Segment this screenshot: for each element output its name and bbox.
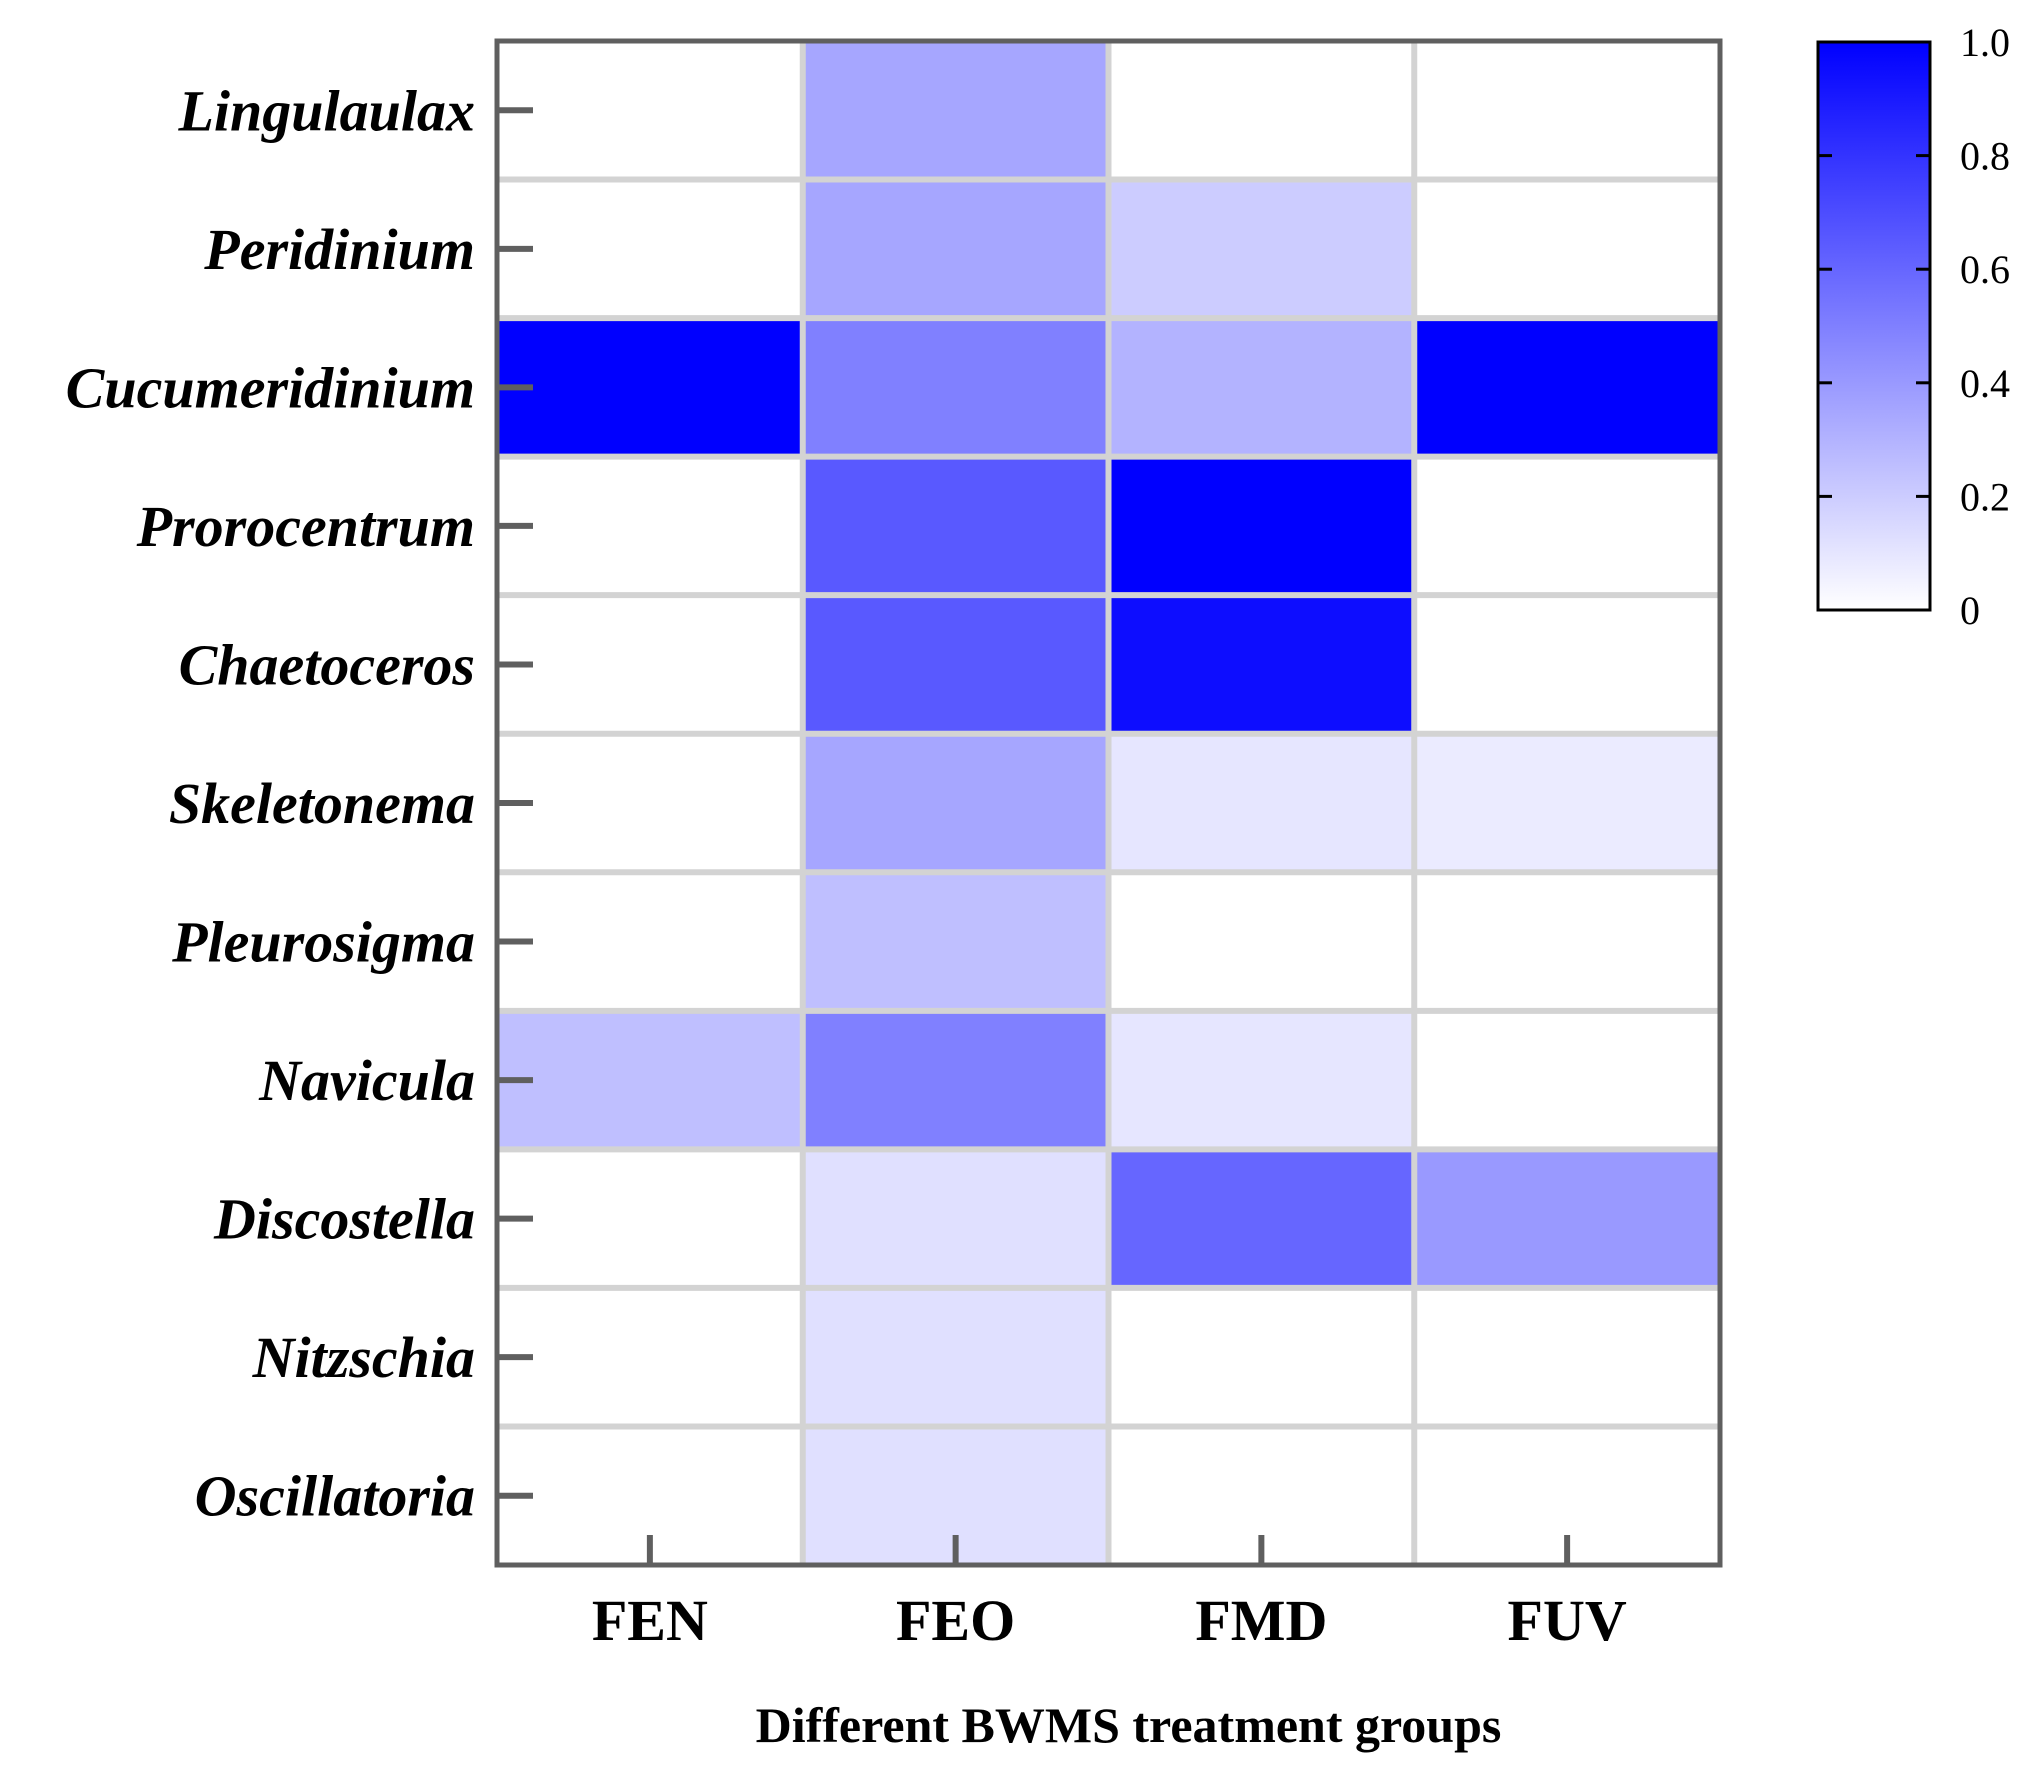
x-axis-labels: FEN FEO FMD FUV — [592, 1588, 1627, 1653]
heatmap-cell — [497, 595, 803, 734]
heatmap-cell — [1108, 1287, 1415, 1427]
y-tick-label: Cucumeridinium — [66, 355, 475, 420]
heatmap-cell — [802, 179, 1109, 319]
x-tick-label: FEO — [896, 1588, 1015, 1653]
x-axis-ticks — [646, 1535, 1571, 1565]
y-axis-labels: Lingulaulax Peridinium Cucumeridinium Proro… — [66, 78, 475, 1528]
x-tick-label: FEN — [592, 1588, 708, 1653]
heatmap-cell — [1414, 872, 1720, 1011]
heatmap-cell — [1414, 318, 1720, 457]
heatmap-cells — [497, 41, 1720, 1565]
colorbar-tick-label: 0.4 — [1960, 361, 2010, 406]
y-tick-label: Peridinium — [203, 217, 475, 282]
x-axis-title: Different BWMS treatment groups — [756, 1697, 1502, 1753]
colorbar: 0 0.2 0.4 0.6 0.8 1.0 — [1816, 20, 2010, 633]
y-tick-label: Oscillatoria — [195, 1464, 475, 1529]
heatmap-cell — [497, 41, 803, 180]
heatmap-cell — [802, 872, 1109, 1011]
heatmap-cell — [497, 318, 803, 457]
heatmap-cell — [1414, 1287, 1720, 1427]
heatmap-cell — [1414, 1149, 1720, 1288]
heatmap-cell — [497, 1149, 803, 1288]
colorbar-gradient — [1816, 40, 1932, 612]
heatmap-cell — [802, 456, 1109, 596]
heatmap-cell — [1108, 318, 1415, 457]
y-tick-label: Pleurosigma — [171, 910, 475, 975]
heatmap-cell — [802, 318, 1109, 457]
heatmap-cell — [802, 733, 1109, 873]
x-tick-label: FMD — [1195, 1588, 1327, 1653]
y-tick-label: Lingulaulax — [177, 78, 475, 143]
heatmap-cell — [1108, 1149, 1415, 1288]
heatmap-cell — [802, 595, 1109, 734]
colorbar-tick-label: 0 — [1960, 588, 1980, 633]
colorbar-tick-label: 0.8 — [1960, 134, 2010, 179]
y-tick-label: Navicula — [258, 1048, 475, 1113]
heatmap-cell — [802, 1149, 1109, 1288]
cell-grid — [497, 41, 1720, 1565]
heatmap-cell — [1414, 733, 1720, 873]
y-tick-label: Skeletonema — [169, 771, 475, 836]
y-axis-ticks — [497, 107, 533, 1499]
colorbar-tick-label: 0.2 — [1960, 474, 2010, 519]
colorbar-tick-label: 0.6 — [1960, 247, 2010, 292]
heatmap-cell — [1414, 179, 1720, 319]
heatmap-cell — [497, 1287, 803, 1427]
y-tick-label: Prorocentrum — [136, 494, 475, 559]
heatmap-cell — [1414, 41, 1720, 180]
heatmap-cell — [1108, 733, 1415, 873]
heatmap-cell — [1108, 1010, 1415, 1150]
y-tick-label: Nitzschia — [252, 1325, 475, 1390]
heatmap-cell — [497, 179, 803, 319]
heatmap-cell — [1108, 595, 1415, 734]
heatmap-cell — [802, 41, 1109, 180]
heatmap-cell — [802, 1010, 1109, 1150]
heatmap-cell — [802, 1287, 1109, 1427]
heatmap-cell — [1108, 872, 1415, 1011]
heatmap-cell — [1414, 595, 1720, 734]
heatmap-cell — [1108, 456, 1415, 596]
heatmap-cell — [1414, 1010, 1720, 1150]
heatmap-cell — [497, 733, 803, 873]
heatmap-cell — [1414, 456, 1720, 596]
y-tick-label: Discostella — [213, 1187, 475, 1252]
y-tick-label: Chaetoceros — [179, 632, 475, 697]
heatmap-cell — [497, 872, 803, 1011]
x-tick-label: FUV — [1508, 1588, 1627, 1653]
heatmap-cell — [1108, 41, 1415, 180]
heatmap-cell — [497, 456, 803, 596]
heatmap-cell — [1108, 179, 1415, 319]
heatmap-cell — [497, 1010, 803, 1150]
colorbar-tick-label: 1.0 — [1960, 20, 2010, 65]
